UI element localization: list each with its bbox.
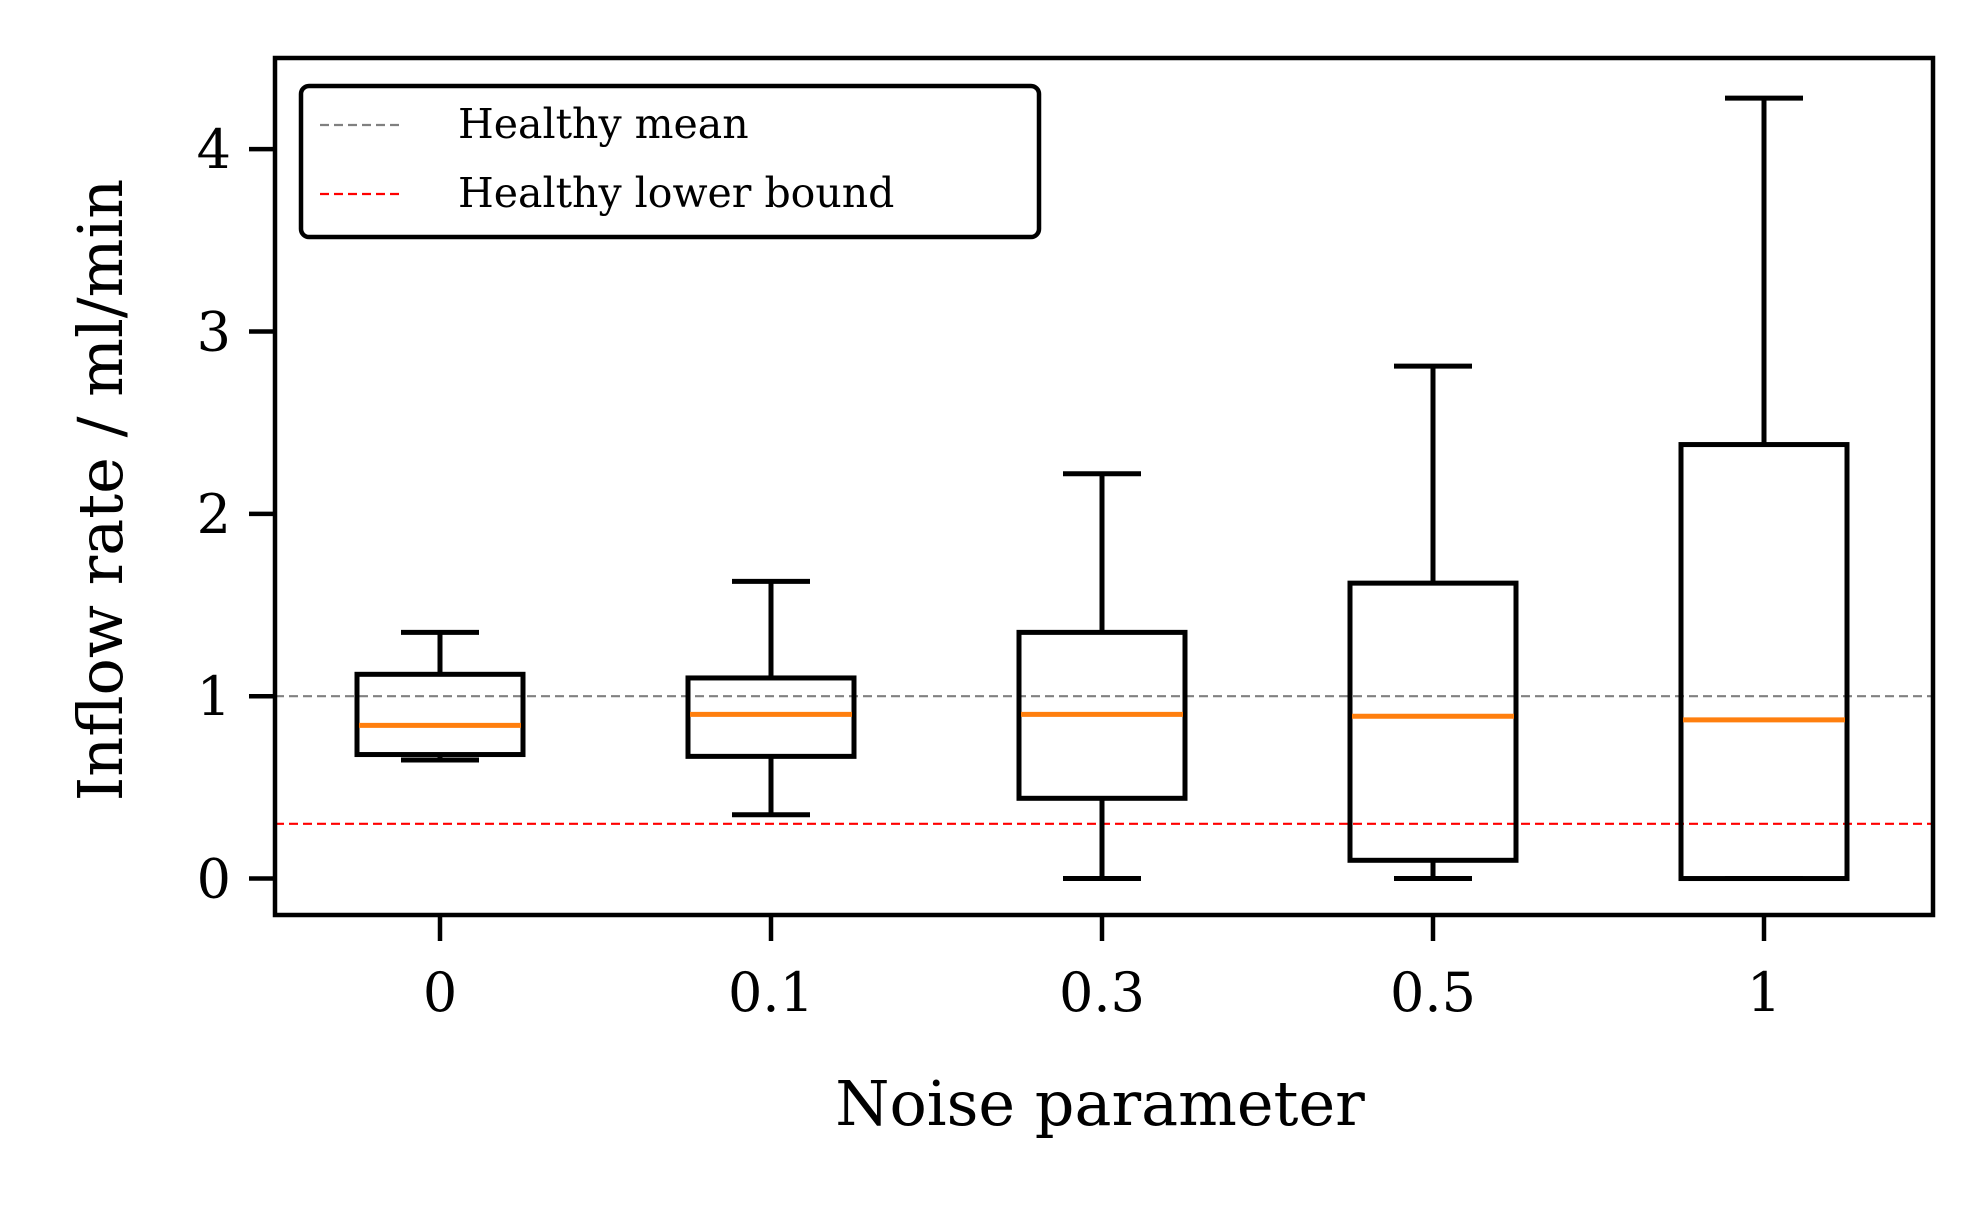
y-tick-label-1: 1 xyxy=(197,665,231,728)
box-series xyxy=(354,95,1850,882)
legend-frame xyxy=(298,83,1042,240)
y-tick-label-4: 4 xyxy=(197,118,231,181)
x-tick-label-2: 0.3 xyxy=(1059,961,1145,1024)
y-tick-label-0: 0 xyxy=(197,848,231,911)
box-group-0 xyxy=(354,629,526,763)
box-group-2 xyxy=(1016,471,1188,882)
legend: Healthy mean Healthy lower bound xyxy=(298,83,1042,240)
box-group-1 xyxy=(685,578,857,818)
box-iqr xyxy=(1678,442,1850,882)
x-tick-label-4: 1 xyxy=(1747,961,1781,1024)
y-axis-label: Inflow rate / ml/min xyxy=(64,179,137,801)
x-axis-label: Noise parameter xyxy=(835,1067,1365,1140)
y-tick-label-3: 3 xyxy=(197,301,231,364)
y-tick-label-2: 2 xyxy=(197,483,231,546)
legend-label-1: Healthy lower bound xyxy=(458,169,894,217)
box-group-3 xyxy=(1347,363,1519,882)
x-tick-label-1: 0.1 xyxy=(728,961,814,1024)
box-iqr xyxy=(1016,629,1188,801)
box-group-4 xyxy=(1678,95,1850,882)
x-tick-label-0: 0 xyxy=(423,961,457,1024)
legend-label-0: Healthy mean xyxy=(458,100,749,148)
axes: 0 1 2 3 4 0 0.1 0.3 0.5 1 xyxy=(197,55,1936,1024)
box-iqr xyxy=(1347,580,1519,863)
box-iqr xyxy=(685,675,857,759)
x-tick-label-3: 0.5 xyxy=(1390,961,1476,1024)
box-iqr xyxy=(354,671,526,758)
